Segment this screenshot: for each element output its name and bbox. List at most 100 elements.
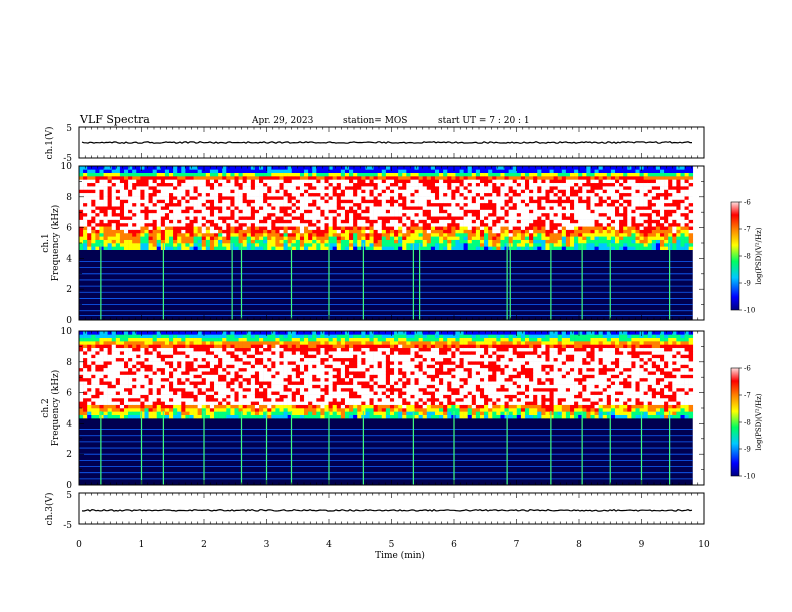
spectrogram-cell xyxy=(234,397,239,402)
spectrogram-cell xyxy=(115,222,121,227)
spectrogram-cell xyxy=(443,232,448,237)
spectrogram-cell xyxy=(443,229,448,234)
spectrogram-cell xyxy=(254,408,260,412)
spectrogram-cell xyxy=(619,166,624,170)
spectrogram-cell xyxy=(173,182,178,187)
spectrogram-cell xyxy=(185,384,190,389)
spectrogram-cell xyxy=(144,206,149,210)
spectrogram-cell xyxy=(246,404,252,409)
spectrogram-cell xyxy=(246,179,252,184)
spectrogram-cell xyxy=(332,176,338,180)
spectrogram-cell xyxy=(128,391,133,395)
spectrogram-cell xyxy=(83,387,88,392)
spectrogram-cell xyxy=(291,212,297,217)
spectrogram-cell xyxy=(205,354,211,359)
spectrogram-cell xyxy=(422,196,428,200)
spectrogram-cell xyxy=(205,239,211,244)
spectrogram-cell xyxy=(95,341,100,345)
spectrogram-cell xyxy=(304,196,309,200)
spectrogram-cell xyxy=(570,209,575,214)
spectrogram-cell xyxy=(639,243,644,247)
spectrogram-cell xyxy=(520,209,526,214)
spectrogram-cell xyxy=(181,192,186,197)
spectrogram-cell xyxy=(443,226,448,230)
spectrogram-cell xyxy=(226,216,231,220)
spectrogram-cell xyxy=(160,196,166,200)
spectrogram-cell xyxy=(660,236,665,240)
spectrogram-cell xyxy=(95,246,100,250)
spectrogram-cell xyxy=(156,334,162,338)
spectrogram-cell xyxy=(177,351,182,355)
spectrogram-cell xyxy=(344,182,350,187)
spectrogram-cell xyxy=(631,179,636,184)
spectrogram-cell xyxy=(684,229,689,234)
spectrogram-cell xyxy=(205,357,211,362)
spectrogram-cell xyxy=(275,192,280,197)
spectrogram-cell xyxy=(201,381,207,385)
spectrogram-cell xyxy=(619,209,624,214)
spectrogram-cell xyxy=(434,229,440,234)
spectrogram-cell xyxy=(99,166,104,170)
spectrogram-cell xyxy=(259,196,264,200)
spectrogram-cell xyxy=(410,189,415,194)
spectrogram-cell xyxy=(177,172,182,177)
spectrogram-cell xyxy=(181,229,186,234)
spectrogram-cell xyxy=(578,219,583,224)
spectrogram-cell xyxy=(430,206,436,210)
spectrogram-cell xyxy=(635,182,640,187)
spectrogram-cell xyxy=(553,176,559,180)
spectrogram-cell xyxy=(95,232,100,237)
spectrogram-cell xyxy=(259,414,264,419)
spectrogram-cell xyxy=(275,209,280,214)
spectrogram-cell xyxy=(643,199,649,204)
spectrogram-cell xyxy=(655,179,661,184)
spectrogram-cell xyxy=(447,199,452,204)
spectrogram-cell xyxy=(197,347,203,352)
spectrogram-cell xyxy=(316,243,321,247)
spectrogram-cell xyxy=(189,334,194,338)
spectrogram-cell xyxy=(394,202,399,207)
spectrogram-cell xyxy=(561,179,567,184)
spectrogram-cell xyxy=(406,186,411,190)
spectrogram-cell xyxy=(574,212,579,217)
spectrogram-cell xyxy=(218,219,223,224)
spectrogram-cell xyxy=(156,192,162,197)
spectrogram-cell xyxy=(259,189,264,194)
spectrogram-cell xyxy=(181,212,186,217)
spectrogram-cell xyxy=(119,226,125,230)
spectrogram-cell xyxy=(144,239,149,244)
spectrogram-cell xyxy=(651,222,657,227)
spectrogram-cell xyxy=(287,209,293,214)
spectrogram-cell xyxy=(565,236,571,240)
spectrogram-cell xyxy=(205,186,211,190)
spectrogram-cell xyxy=(209,401,215,405)
spectrogram-cell xyxy=(660,222,665,227)
spectrogram-cell xyxy=(647,229,653,234)
spectrogram-cell xyxy=(463,179,469,184)
spectrogram-cell xyxy=(639,202,644,207)
spectrogram-cell xyxy=(447,186,452,190)
spectrogram-cell xyxy=(627,172,632,177)
spectrogram-cell xyxy=(496,212,501,217)
spectrogram-cell xyxy=(668,199,673,204)
spectrogram-cell xyxy=(574,206,579,210)
spectrogram-cell xyxy=(602,176,608,180)
spectrogram-cell xyxy=(504,239,509,244)
spectrogram-cell xyxy=(308,209,313,214)
spectrogram-cell xyxy=(394,232,399,237)
spectrogram-cell xyxy=(332,169,338,173)
spectrogram-cell xyxy=(402,219,407,224)
spectrogram-cell xyxy=(144,347,149,352)
spectrogram-cell xyxy=(259,384,264,389)
spectrogram-cell xyxy=(418,216,423,220)
spectrogram-cell xyxy=(148,243,153,247)
spectrogram-cell xyxy=(254,202,260,207)
spectrogram-cell xyxy=(177,202,182,207)
spectrogram-cell xyxy=(512,176,518,180)
spectrogram-cell xyxy=(218,347,223,352)
spectrogram-cell xyxy=(222,216,227,220)
spectrogram-cell xyxy=(304,232,309,237)
spectrogram-cell xyxy=(594,222,599,227)
spectrogram-cell xyxy=(304,243,309,247)
spectrogram-cell xyxy=(177,331,182,335)
